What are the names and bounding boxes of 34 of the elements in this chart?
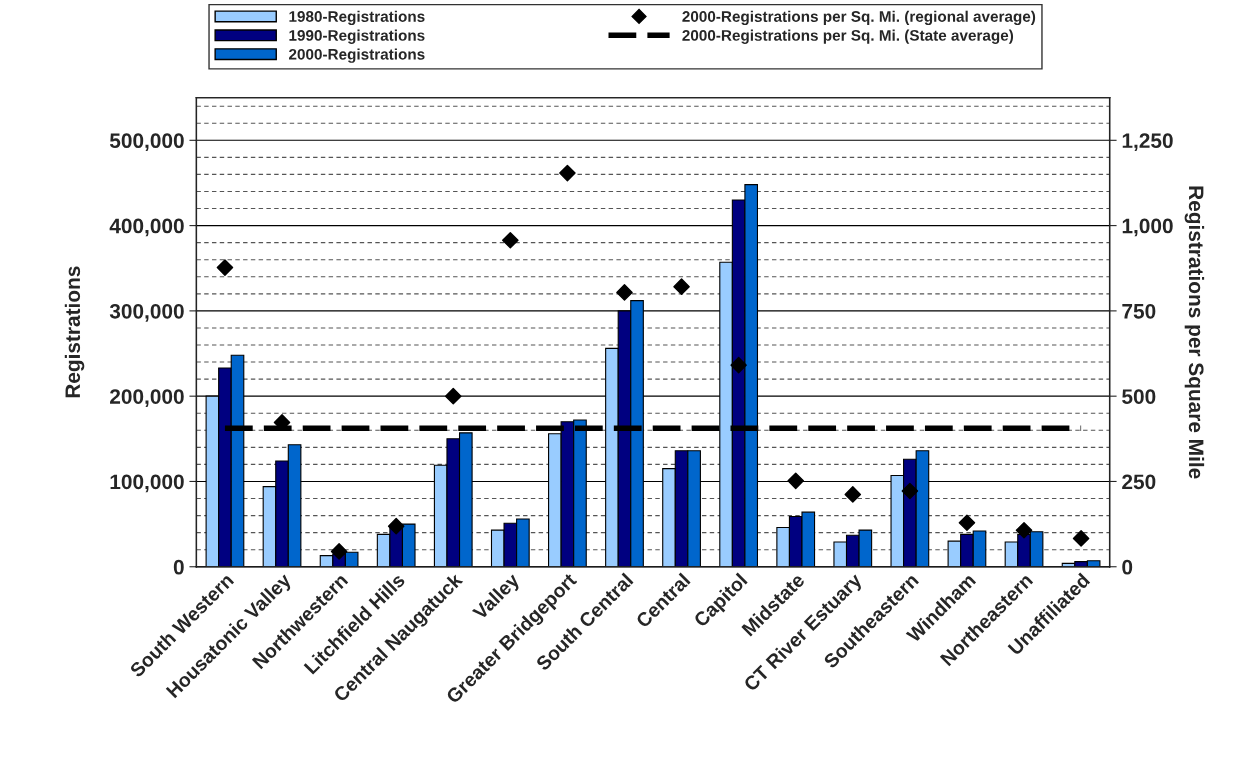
point: [216, 259, 234, 276]
legend-label: 1990-Registrations: [289, 29, 425, 44]
point: [673, 278, 690, 295]
point: [730, 356, 747, 374]
point: [1072, 530, 1090, 547]
point: [616, 284, 633, 301]
point: [444, 387, 462, 405]
y2-tick-label: 0: [1122, 559, 1133, 575]
y2-tick-label: 250: [1122, 474, 1156, 490]
y-axis-title: Registrations: [64, 266, 85, 398]
y-tick-label: 500,000: [109, 133, 184, 152]
y2-tick-label: 750: [1122, 303, 1156, 319]
point: [958, 514, 976, 532]
legend-label: 2000-Registrations per Sq. Mi. (State average): [682, 29, 1014, 44]
point: [387, 517, 405, 535]
legend-label: 2000-Registrations per Sq. Mi. (regional average): [682, 10, 1036, 26]
legend-label: 2000-Registrations: [289, 48, 425, 63]
point: [901, 482, 919, 500]
point: [502, 231, 519, 249]
y2-axis-title: Registrations per Square Mile: [1184, 186, 1205, 479]
y-tick-label: 400,000: [109, 218, 184, 237]
point: [559, 164, 576, 182]
y-tick-label: 300,000: [109, 303, 184, 322]
point: [330, 543, 348, 560]
y-tick-label: 200,000: [110, 389, 184, 407]
y2-tick-label: 500: [1122, 389, 1156, 404]
point: [844, 486, 862, 503]
y2-tick-label: 1,250: [1122, 133, 1173, 152]
y-tick-label: 100,000: [110, 474, 184, 493]
legend-label: 1980-Registrations: [289, 10, 425, 26]
point: [1015, 521, 1033, 539]
point: [787, 472, 805, 490]
y-tick-label: 0: [173, 559, 184, 575]
y2-tick-label: 1,000: [1122, 218, 1173, 237]
